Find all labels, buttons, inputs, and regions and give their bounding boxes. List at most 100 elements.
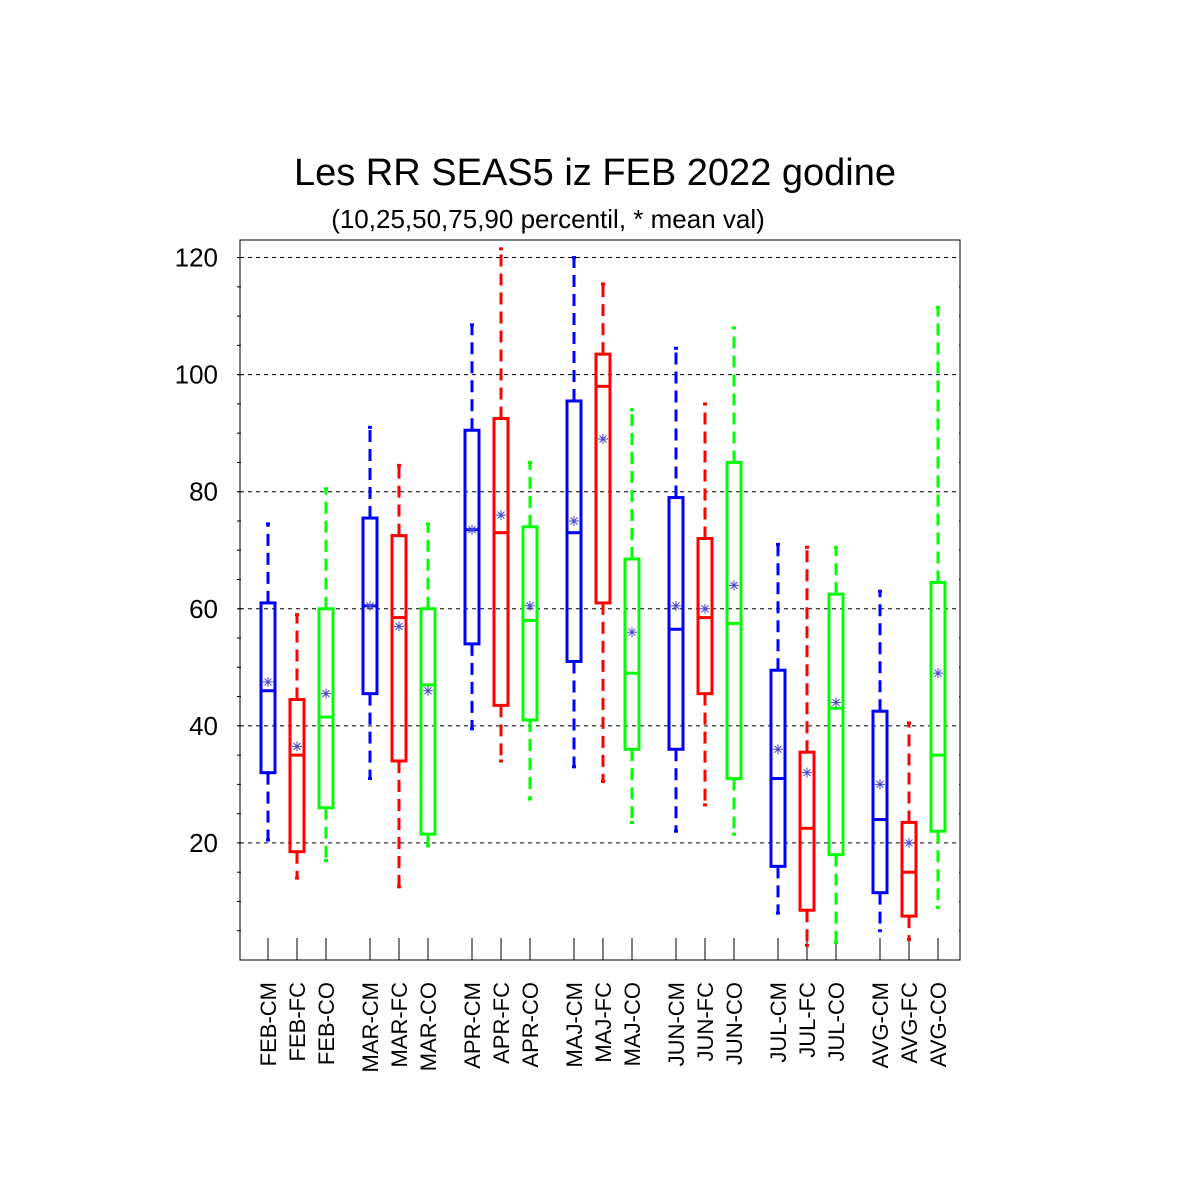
category-label: AVG-CO [926, 982, 951, 1067]
mean-stroke [628, 628, 636, 637]
category-label: FEB-CO [314, 982, 339, 1065]
box-feb-fc [288, 613, 306, 880]
box-avg-fc [900, 721, 918, 942]
category-label: MAR-CM [358, 982, 383, 1072]
iqr-box [390, 534, 408, 763]
iqr-box [798, 750, 816, 912]
iqr-box [288, 698, 306, 854]
category-label: AVG-CM [868, 982, 893, 1068]
mean-stroke [570, 517, 578, 525]
mean-stroke [264, 678, 272, 686]
iqr-box [259, 601, 277, 775]
mean-stroke [322, 689, 330, 698]
mean-stroke [366, 602, 374, 610]
plot-frame [239, 239, 961, 961]
mean-stroke [876, 780, 884, 789]
category-label: APR-CM [460, 982, 485, 1069]
category-label: JUN-FC [693, 982, 718, 1062]
mean-stroke [395, 622, 403, 631]
chart-subtitle: (10,25,50,75,90 percentil, * mean val) [331, 204, 765, 234]
mean-stroke [701, 604, 709, 613]
iqr-box [769, 668, 787, 868]
box-jul-fc [798, 545, 816, 947]
axes: 20 40 60 80 100 120 [175, 243, 961, 960]
mean-stroke [803, 768, 811, 777]
category-label: JUN-CO [722, 982, 747, 1065]
mean-marker [321, 688, 331, 699]
box-series [259, 247, 947, 947]
mean-marker [423, 685, 433, 696]
box-maj-fc [594, 282, 612, 783]
mean-stroke [730, 581, 738, 590]
iqr-box [463, 428, 481, 646]
y-tick-label: 80 [189, 477, 218, 507]
category-label: FEB-CM [256, 982, 281, 1066]
iqr-box [594, 352, 612, 605]
mean-marker [292, 741, 302, 752]
mean-marker [700, 603, 710, 614]
mean-marker [773, 744, 783, 755]
mean-marker [875, 779, 885, 790]
box-apr-co [521, 460, 539, 801]
mean-marker [365, 600, 375, 611]
iqr-box [929, 580, 947, 833]
category-label: JUN-CM [664, 982, 689, 1066]
category-label: JUL-CM [766, 982, 791, 1063]
mean-stroke [468, 525, 476, 534]
mean-marker [933, 668, 943, 679]
mean-marker [729, 580, 739, 591]
mean-stroke [497, 511, 505, 519]
box-mar-fc [390, 463, 408, 889]
y-tick-label: 120 [175, 243, 218, 273]
y-tick-label: 40 [189, 711, 218, 741]
iqr-box [725, 460, 743, 781]
mean-marker [496, 510, 506, 521]
mean-marker [525, 600, 535, 611]
box-jun-co [725, 326, 743, 836]
mean-stroke [832, 698, 840, 707]
mean-stroke [293, 742, 301, 751]
mean-stroke [424, 686, 432, 695]
category-label: APR-CO [518, 982, 543, 1068]
mean-marker [831, 697, 841, 708]
mean-stroke [599, 435, 607, 443]
iqr-box [623, 557, 641, 751]
box-jun-fc [696, 402, 714, 807]
y-tick-label: 100 [175, 360, 218, 390]
mean-marker [627, 627, 637, 638]
iqr-box [900, 820, 918, 918]
iqr-box [871, 709, 889, 895]
category-label: JUL-FC [795, 982, 820, 1058]
box-mar-co [419, 522, 437, 848]
mean-stroke [526, 602, 534, 610]
grid-lines [240, 257, 960, 844]
box-jul-co [827, 545, 845, 944]
category-label: MAJ-CM [562, 982, 587, 1068]
category-labels: FEB-CM FEB-FC FEB-CO MAR-CM MAR-FC MAR-CO APR-… [256, 982, 951, 1073]
mean-marker [598, 434, 608, 445]
box-avg-cm [871, 589, 889, 933]
iqr-box [492, 417, 510, 707]
category-label: MAR-CO [416, 982, 441, 1071]
mean-marker [394, 621, 404, 632]
category-label: MAJ-FC [591, 982, 616, 1063]
box-apr-fc [492, 247, 510, 763]
box-feb-cm [259, 522, 277, 842]
iqr-box [521, 525, 539, 722]
box-jul-cm [769, 542, 787, 915]
mean-marker [671, 600, 681, 611]
box-feb-co [317, 487, 335, 862]
mean-marker [263, 676, 273, 687]
category-label: MAJ-CO [620, 982, 645, 1066]
y-tick-label: 60 [189, 594, 218, 624]
mean-stroke [905, 839, 913, 847]
iqr-box [317, 607, 335, 810]
chart-title: Les RR SEAS5 iz FEB 2022 godine [294, 152, 896, 194]
y-tick-label: 20 [189, 828, 218, 858]
category-label: FEB-FC [285, 982, 310, 1062]
iqr-box [667, 496, 685, 751]
mean-stroke [672, 602, 680, 610]
mean-stroke [774, 745, 782, 754]
iqr-box [827, 592, 845, 857]
